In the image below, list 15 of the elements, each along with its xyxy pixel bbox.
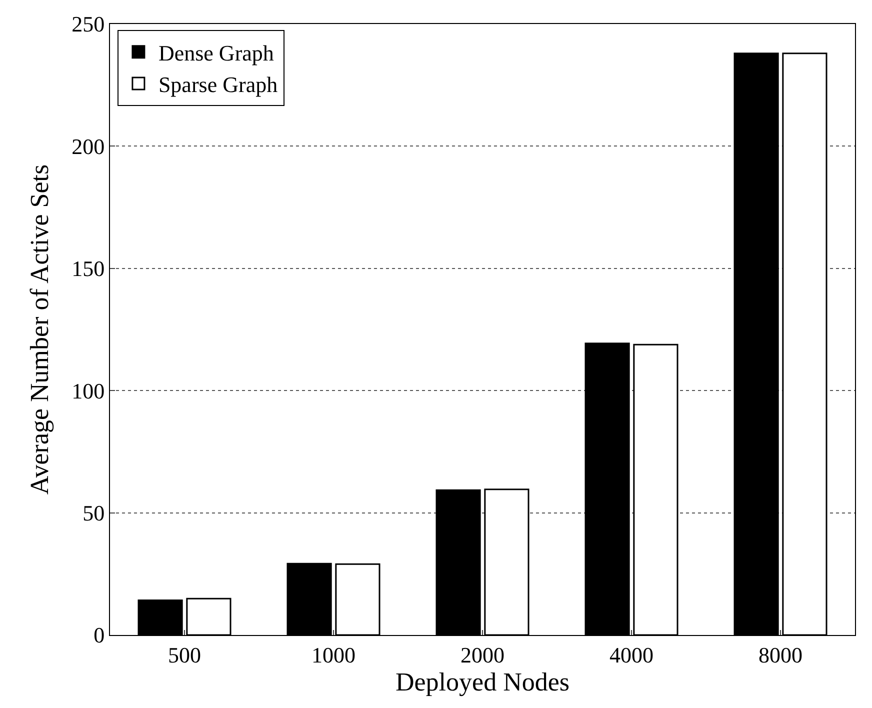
x-tick-label: 8000 [758, 642, 802, 668]
y-tick-label: 150 [72, 256, 105, 282]
y-axis-title: Average Number of Active Sets [25, 164, 54, 495]
legend-label: Dense Graph [158, 40, 274, 66]
y-tick-label: 250 [72, 12, 105, 37]
legend-label: Sparse Graph [158, 72, 278, 98]
x-tick-label: 1000 [312, 642, 356, 668]
x-tick-label: 500 [168, 642, 201, 668]
x-axis-title: Deployed Nodes [395, 667, 570, 696]
x-tick-label: 2000 [460, 642, 504, 668]
x-tick-label: 4000 [610, 642, 654, 668]
y-tick-label: 100 [72, 378, 105, 404]
y-tick-label: 200 [72, 134, 105, 159]
y-tick-label: 50 [82, 500, 105, 526]
y-tick-label: 0 [94, 622, 105, 648]
